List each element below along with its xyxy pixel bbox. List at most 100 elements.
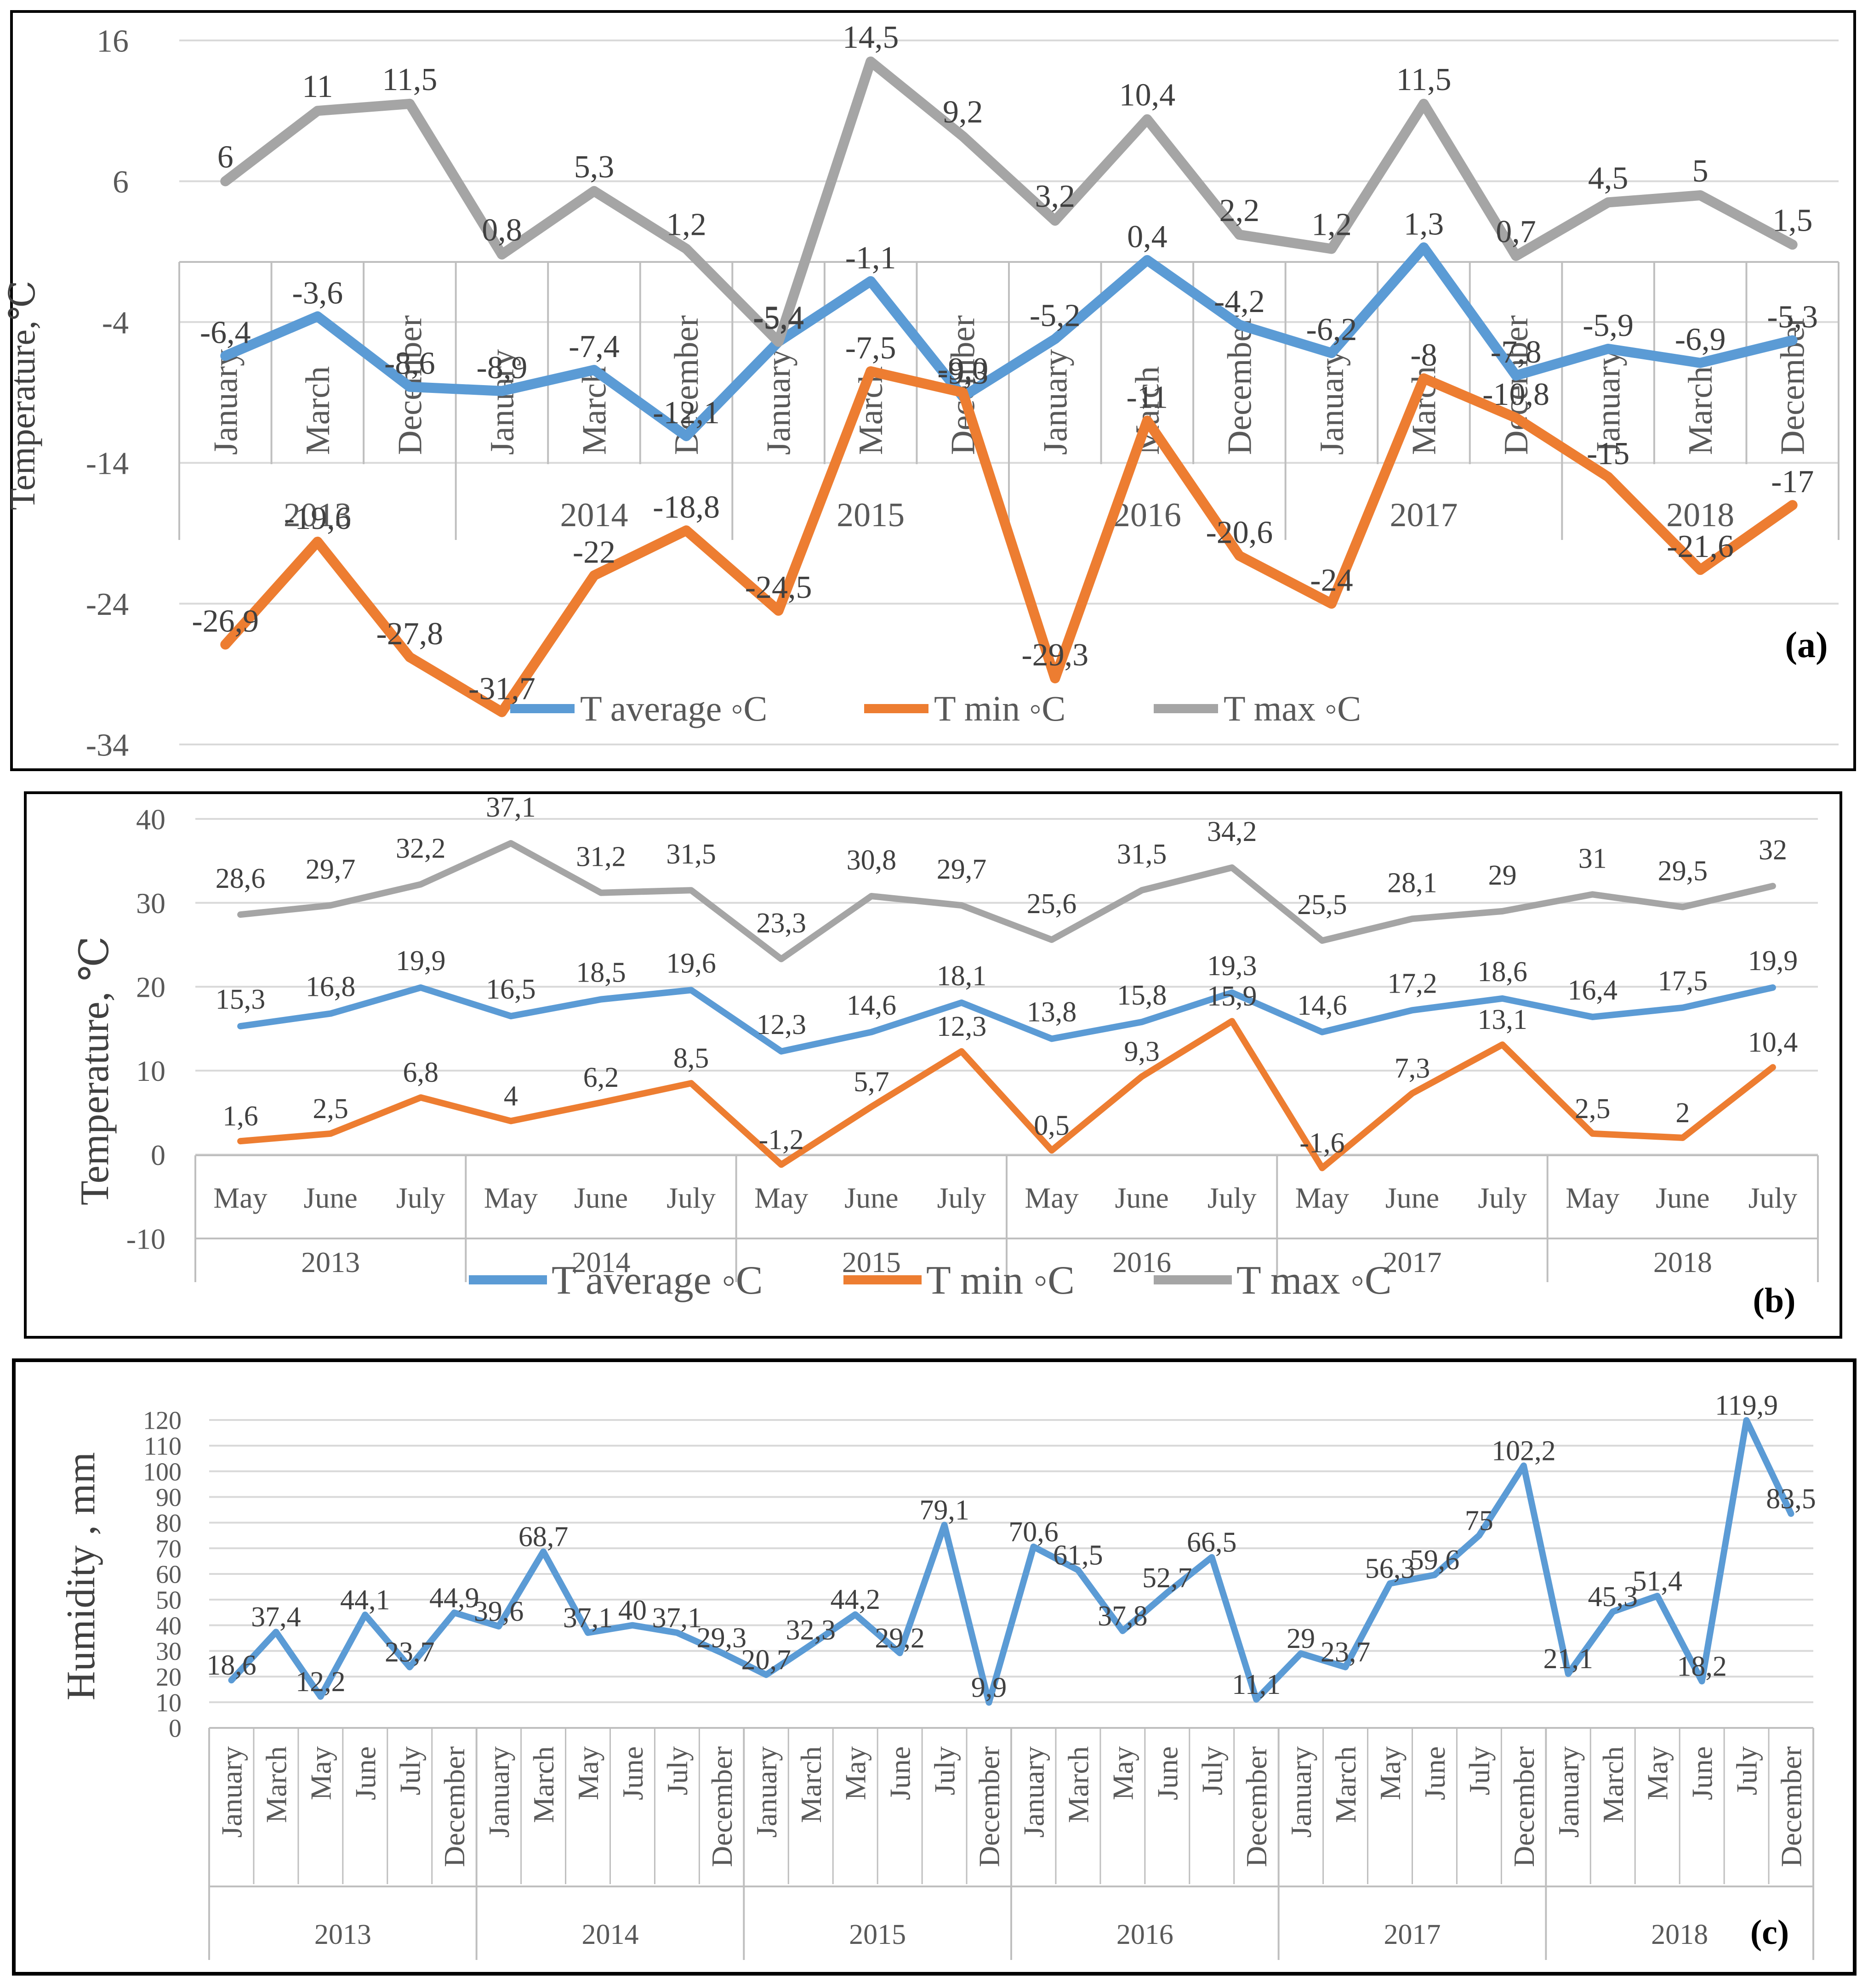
data-point-avg (1412, 1010, 1413, 1011)
data-point-min (409, 657, 410, 658)
data-label-min: 7,3 (1395, 1053, 1430, 1084)
data-point-avg (1607, 348, 1609, 350)
category-label: January (1590, 349, 1628, 455)
data-label-max: 31,2 (576, 841, 626, 873)
data-label-avg: -1,1 (845, 240, 896, 276)
data-point-avg (961, 1002, 962, 1003)
year-label: 2016 (1116, 1919, 1173, 1950)
data-point-max (1239, 234, 1240, 235)
data-point-avg (317, 316, 318, 317)
data-label-avg: 16,8 (306, 971, 356, 1003)
data-label-max: 37,1 (486, 792, 536, 823)
data-label-max: 29 (1488, 860, 1517, 891)
category-label: July (1196, 1746, 1228, 1795)
category-label: May (572, 1746, 604, 1800)
data-label-avg: 51,4 (1632, 1566, 1682, 1597)
panel-b-label: (b) (1753, 1281, 1796, 1320)
data-label-max: 31,5 (1117, 839, 1167, 870)
data-label-avg: 0,4 (1127, 219, 1168, 255)
y-tick-label: -34 (86, 728, 129, 763)
data-label-avg: 23,7 (385, 1637, 435, 1668)
y-tick-label: 16 (97, 24, 129, 59)
data-point-avg (1077, 1569, 1079, 1571)
panel-b-series (237, 840, 1776, 1171)
category-label: January (207, 349, 245, 455)
data-point-avg (330, 1013, 331, 1014)
data-point-max (240, 914, 241, 915)
category-label: March (527, 1746, 560, 1823)
data-label-max: 29,5 (1658, 856, 1708, 887)
data-label-min: -15 (1587, 436, 1629, 471)
category-label: June (1115, 1181, 1169, 1214)
category-label: March (1062, 1746, 1094, 1823)
data-label-max: 1,5 (1772, 203, 1813, 238)
data-point-min (870, 371, 871, 372)
category-label: June (574, 1181, 628, 1214)
y-tick-label: 0 (169, 1715, 182, 1743)
category-label: January (1552, 1746, 1585, 1838)
data-label-avg: 59,6 (1410, 1545, 1460, 1576)
data-point-min (1054, 677, 1056, 679)
y-tick-label: 20 (136, 971, 165, 1004)
data-label-avg: 15,8 (1117, 980, 1167, 1011)
data-point-max (225, 181, 226, 182)
data-label-avg: 16,4 (1567, 975, 1617, 1006)
data-point-min (871, 1106, 872, 1108)
data-point-avg (587, 1632, 589, 1633)
data-point-avg (690, 989, 692, 991)
data-point-max (1321, 940, 1323, 941)
y-tick-label: 70 (156, 1535, 182, 1563)
data-point-min (1682, 1137, 1683, 1138)
category-label: July (1748, 1181, 1798, 1214)
data-point-max (1502, 910, 1503, 912)
category-label: June (1151, 1746, 1184, 1800)
data-label-min: -21,6 (1667, 529, 1734, 564)
data-point-avg (1792, 340, 1793, 341)
data-label-avg: 18,1 (937, 960, 987, 992)
data-label-max: 5,3 (574, 149, 615, 185)
data-label-avg: 18,5 (576, 957, 626, 988)
data-point-min (690, 1083, 692, 1084)
data-label-max: 28,1 (1387, 867, 1437, 898)
data-point-max (1607, 202, 1609, 203)
data-label-max: 25,6 (1027, 888, 1077, 920)
data-label-avg: 32,3 (786, 1615, 836, 1646)
data-label-min: 8,5 (673, 1043, 709, 1074)
data-label-avg: -8,9 (477, 350, 528, 386)
legend-a-avg-label: T average ◦C (580, 688, 767, 728)
data-label-avg: 19,9 (1748, 945, 1798, 977)
data-label-max: 28,6 (216, 863, 266, 894)
category-label: December (1775, 1746, 1808, 1867)
data-label-avg: 13,8 (1027, 996, 1077, 1028)
data-point-avg (364, 1614, 366, 1615)
year-label: 2013 (301, 1246, 360, 1278)
category-label: May (1295, 1181, 1349, 1214)
data-point-max (1051, 939, 1053, 940)
data-point-avg (632, 1624, 633, 1626)
y-tick-label: 20 (156, 1663, 182, 1692)
series-line-avg (228, 1417, 1794, 1706)
data-point-avg (1051, 1038, 1053, 1039)
data-label-max: 14,5 (843, 20, 899, 55)
data-label-min: 6,8 (403, 1057, 439, 1088)
data-point-avg (1772, 987, 1773, 988)
data-point-max (870, 61, 871, 62)
category-label: July (1478, 1181, 1527, 1214)
data-label-min: -1,6 (1299, 1128, 1344, 1159)
data-label-max: 25,5 (1297, 889, 1347, 920)
data-point-avg (1790, 1513, 1792, 1514)
data-point-min (317, 541, 318, 542)
data-label-avg: 1,3 (1404, 206, 1444, 242)
data-label-min: -24,5 (745, 570, 812, 605)
data-point-avg (1523, 1465, 1524, 1466)
data-point-min (1141, 1076, 1143, 1077)
data-label-max: 11,5 (1396, 62, 1452, 97)
data-point-max (510, 842, 512, 844)
data-label-max: 0,8 (482, 213, 522, 248)
data-label-avg: 61,5 (1053, 1540, 1103, 1571)
data-label-avg: 70,6 (1008, 1517, 1059, 1548)
data-label-min: -31,7 (468, 671, 535, 707)
data-label-max: 34,2 (1207, 816, 1257, 847)
data-point-max (409, 103, 410, 104)
